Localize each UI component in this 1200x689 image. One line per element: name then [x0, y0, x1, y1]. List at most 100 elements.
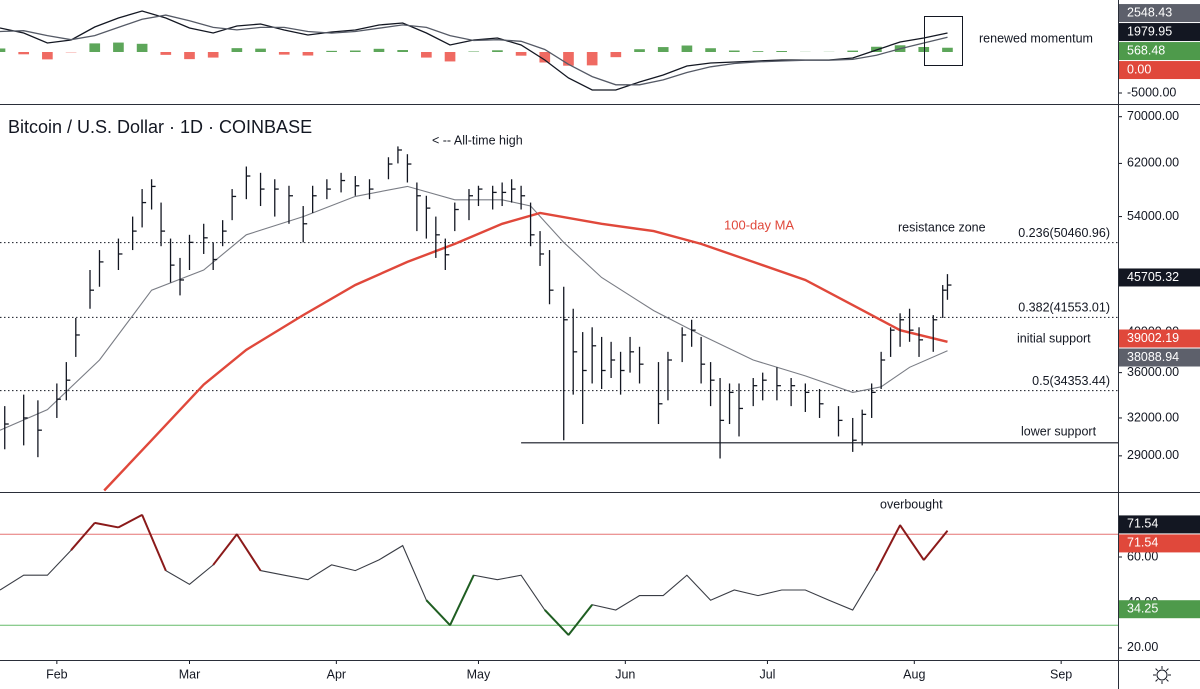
y-tick-label: 54000.00	[1127, 209, 1179, 223]
x-tick-label: Jul	[759, 667, 775, 681]
rsi-pane	[0, 514, 1118, 636]
y-tick-label: 62000.00	[1127, 156, 1179, 170]
y-tick-label: -5000.00	[1127, 85, 1176, 99]
histogram-bar	[373, 48, 385, 52]
price-tag-label: 71.54	[1127, 517, 1158, 531]
rsi-extreme-segment	[425, 599, 451, 626]
y-tick-label: 70000.00	[1127, 109, 1179, 123]
histogram-bar	[563, 52, 574, 66]
price-tag: 568.48	[1119, 42, 1200, 61]
y-tick-label: 20.00	[1127, 640, 1158, 654]
histogram-bar	[942, 47, 953, 52]
moving-average	[0, 185, 948, 431]
price-tag-box	[1119, 600, 1200, 619]
price-tag-label: 38088.94	[1127, 350, 1179, 364]
macd-pane	[0, 10, 953, 91]
price-tag-box	[1119, 534, 1200, 553]
gear-spokes[interactable]	[1153, 666, 1171, 684]
histogram-bar	[0, 48, 6, 52]
rsi-extreme-segment	[141, 514, 167, 572]
histogram-bar	[776, 51, 787, 52]
y-tick-label: 32000.00	[1127, 410, 1179, 424]
histogram-bar	[160, 52, 172, 55]
histogram-bar	[113, 42, 124, 52]
histogram-bar	[302, 52, 314, 56]
histogram-bar	[42, 52, 53, 60]
rsi-extreme-segment	[94, 521, 119, 529]
y-tick-label: 29000.00	[1127, 448, 1179, 462]
y-tick-label: 36000.00	[1127, 365, 1179, 379]
annotation: lower support	[1021, 424, 1097, 438]
x-tick-label: Jun	[615, 667, 635, 681]
price-pane: 0.236(50460.96) 0.382(41553.01) 0.5(34353.…	[0, 146, 1118, 492]
rsi-extreme-segment	[875, 524, 901, 572]
histogram-bar	[681, 45, 693, 52]
histogram-bar	[231, 48, 243, 52]
price-tag-label: 39002.19	[1127, 331, 1179, 345]
histogram-bar	[586, 52, 598, 66]
highlight-box	[924, 16, 963, 66]
moving-average	[103, 211, 948, 492]
price-tag-label: 0.00	[1127, 62, 1151, 76]
x-tick-label: Mar	[179, 667, 201, 681]
histogram-bar	[847, 50, 859, 52]
price-tag: 45705.32	[1119, 268, 1200, 287]
price-tag: 2548.43	[1119, 4, 1200, 23]
histogram-bar	[136, 43, 148, 52]
price-tag-box	[1119, 61, 1200, 80]
axes: -5000.00 2548.43 1979.95 568.48 0.00 70000.00…	[46, 4, 1200, 681]
histogram-bar	[207, 52, 219, 58]
price-tag-box	[1119, 42, 1200, 61]
histogram-bar	[349, 50, 361, 52]
price-tag-label: 2548.43	[1127, 5, 1172, 19]
price-tag-label: 1979.95	[1127, 24, 1172, 38]
annotation: resistance zone	[898, 220, 986, 234]
rsi-extreme-segment	[70, 522, 96, 551]
histogram-bar	[278, 52, 290, 55]
price-tag: 71.54	[1119, 534, 1200, 553]
price-tag-box	[1119, 329, 1200, 348]
histogram-bar	[634, 49, 645, 52]
price-tag: 38088.94	[1119, 348, 1200, 367]
annotation: < -- All-time high	[432, 133, 523, 147]
histogram-bar	[184, 52, 195, 60]
price-tag-box	[1119, 268, 1200, 287]
histogram-bar	[657, 47, 669, 52]
histogram-bar	[89, 43, 101, 52]
price-tag: 39002.19	[1119, 329, 1200, 348]
x-tick-label: Feb	[46, 667, 68, 681]
fib-label: 0.236(50460.96)	[1018, 226, 1110, 240]
y-tick-label: 60.00	[1127, 549, 1158, 563]
gear[interactable]	[1156, 669, 1168, 681]
histogram-bar	[421, 52, 432, 58]
price-tag-box	[1119, 23, 1200, 42]
price-tag-label: 71.54	[1127, 536, 1158, 550]
annotation: overbought	[880, 497, 943, 511]
x-tick-label: May	[467, 667, 491, 681]
histogram-bar	[610, 52, 622, 58]
histogram-bar	[18, 52, 30, 55]
rsi-extreme-segment	[567, 604, 593, 636]
macd-line	[0, 14, 948, 86]
rsi-extreme-segment	[212, 533, 238, 566]
settings-icon[interactable]	[1153, 666, 1171, 684]
fib-label: 0.5(34353.44)	[1032, 374, 1110, 388]
price-tag: 71.54	[1119, 515, 1200, 534]
x-tick-label: Apr	[327, 667, 346, 681]
histogram-bar	[515, 52, 527, 56]
histogram-bar	[444, 52, 456, 62]
histogram-bar	[492, 50, 503, 52]
annotation: renewed momentum	[979, 31, 1093, 45]
histogram-bar	[539, 52, 551, 63]
histogram-bar	[752, 51, 764, 52]
histogram-bar	[918, 46, 930, 52]
price-tag-box	[1119, 4, 1200, 23]
histogram-bar	[728, 50, 740, 52]
x-tick-label: Aug	[903, 667, 925, 681]
rsi-extreme-segment	[236, 533, 262, 572]
rsi-extreme-segment	[922, 530, 949, 561]
price-tag: 1979.95	[1119, 23, 1200, 42]
x-tick-label: Sep	[1050, 667, 1072, 681]
fib-label: 0.382(41553.01)	[1018, 301, 1110, 315]
